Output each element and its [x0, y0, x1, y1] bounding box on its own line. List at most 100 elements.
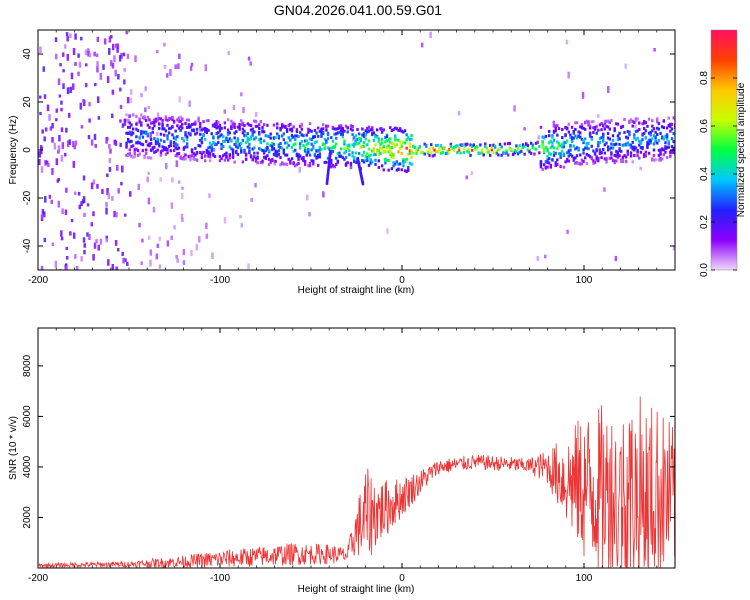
spectrogram-cell — [169, 142, 172, 146]
spectrogram-ytick-label: -20 — [22, 190, 33, 205]
spectrogram-cell — [377, 153, 381, 157]
spectrogram-cell — [77, 191, 81, 196]
spectrogram-cell — [361, 144, 364, 148]
spectrogram-cell — [393, 135, 397, 139]
spectrogram-cell — [72, 141, 75, 148]
spectrogram-cell — [398, 147, 402, 151]
spectrogram-cell — [651, 129, 654, 133]
spectrogram-cell — [310, 129, 313, 133]
spectrogram-cell — [669, 129, 672, 133]
spectrogram-cell — [644, 121, 648, 125]
spectrogram-cell — [379, 146, 382, 150]
spectrogram-cell — [312, 159, 315, 163]
spectrogram-cell — [179, 119, 182, 123]
spectrogram-cell — [580, 158, 584, 162]
spectrogram-cell — [251, 147, 254, 151]
spectrogram-cell — [490, 148, 494, 152]
spectrogram-cell — [194, 157, 197, 161]
spectrogram-cell — [623, 154, 626, 158]
spectrogram-cell — [647, 131, 651, 135]
spectrogram-cell — [181, 118, 184, 122]
spectrogram-cell — [159, 138, 163, 142]
spectrogram-cell — [603, 143, 607, 147]
spectrogram-cell — [559, 152, 562, 156]
spectrogram-cell — [114, 69, 117, 77]
spectrogram-cell — [177, 116, 181, 120]
colorbar-frame — [710, 29, 738, 271]
spectrogram-cell — [546, 149, 549, 153]
spectrogram-cell — [94, 144, 97, 148]
spectrogram-cell — [205, 128, 209, 132]
spectrogram-cell — [588, 134, 592, 138]
spectrogram-cell — [228, 131, 231, 135]
spectrogram-cell — [412, 151, 415, 155]
spectrogram-cell — [198, 236, 201, 243]
spectrogram-cell — [339, 132, 343, 136]
spectrogram-cell — [146, 123, 150, 127]
spectrogram-cell — [430, 143, 433, 147]
spectrogram-cell — [244, 133, 248, 137]
spectrogram-cell — [482, 153, 485, 157]
spectrogram-cell — [572, 136, 575, 140]
spectrogram-cell — [641, 122, 644, 126]
spectrogram-cell — [55, 158, 59, 166]
spectrogram-cell — [593, 152, 597, 156]
spectrogram-cell — [236, 146, 240, 150]
spectrogram-cell — [38, 151, 42, 158]
spectrogram-cell — [456, 144, 459, 148]
spectrogram-cell — [443, 147, 446, 151]
spectrogram-cell — [172, 119, 176, 123]
spectrogram-cell — [474, 145, 477, 149]
spectrogram-cell — [83, 249, 86, 255]
spectrogram-cell — [117, 188, 120, 194]
spectrogram-cell — [198, 125, 202, 132]
spectrogram-cell — [372, 153, 376, 157]
spectrogram-cell — [61, 52, 65, 57]
spectrogram-cell — [128, 125, 132, 129]
spectrogram-cell — [597, 159, 600, 163]
spectrogram-cell — [470, 148, 474, 152]
spectrogram-cell — [57, 145, 61, 153]
spectrogram-cell — [513, 151, 516, 155]
spectrogram-cell — [84, 82, 88, 88]
spectrogram-cell — [254, 120, 258, 124]
spectrogram-cell — [210, 146, 213, 150]
spectrogram-cell — [341, 127, 344, 131]
spectrogram-cell — [439, 144, 443, 148]
spectrogram-cell — [448, 150, 451, 154]
spectrogram-cell — [153, 145, 156, 149]
spectrogram-cell — [101, 188, 104, 195]
spectrogram-cell — [343, 129, 346, 133]
spectrogram-cell — [249, 128, 253, 132]
spectrogram-cell — [633, 148, 636, 152]
spectrogram-cell — [339, 147, 343, 151]
spectrogram-cell — [253, 146, 256, 150]
spectrogram-cell — [274, 149, 277, 153]
spectrogram-cell — [253, 155, 256, 159]
spectrogram-cell — [606, 125, 610, 129]
spectrogram-cell — [226, 128, 230, 132]
spectrogram-cell — [665, 133, 669, 137]
spectrogram-cell — [628, 130, 631, 134]
spectrogram-cell — [115, 212, 118, 218]
spectrogram-cell — [320, 147, 323, 151]
spectrogram-cell — [561, 149, 564, 153]
spectrogram-cell — [149, 259, 152, 267]
spectrogram-cell — [616, 122, 620, 126]
spectrogram-cell — [369, 161, 372, 165]
spectrogram-cell — [177, 63, 180, 69]
spectrogram-cell — [272, 136, 276, 140]
spectrogram-cell — [233, 131, 236, 135]
spectrogram-cell — [515, 144, 518, 148]
spectrogram-cell — [549, 146, 553, 150]
spectrogram-cell — [395, 168, 399, 172]
spectrogram-cell — [615, 154, 618, 158]
spectrogram-cell — [88, 102, 91, 107]
spectrogram-cell — [197, 116, 200, 120]
spectrogram-cell — [624, 63, 627, 69]
spectrogram-cell — [294, 148, 297, 152]
spectrogram-cell — [446, 150, 449, 154]
spectrogram-cell — [182, 260, 186, 266]
spectrogram-cell — [575, 161, 579, 165]
spectrogram-cell — [646, 124, 649, 128]
